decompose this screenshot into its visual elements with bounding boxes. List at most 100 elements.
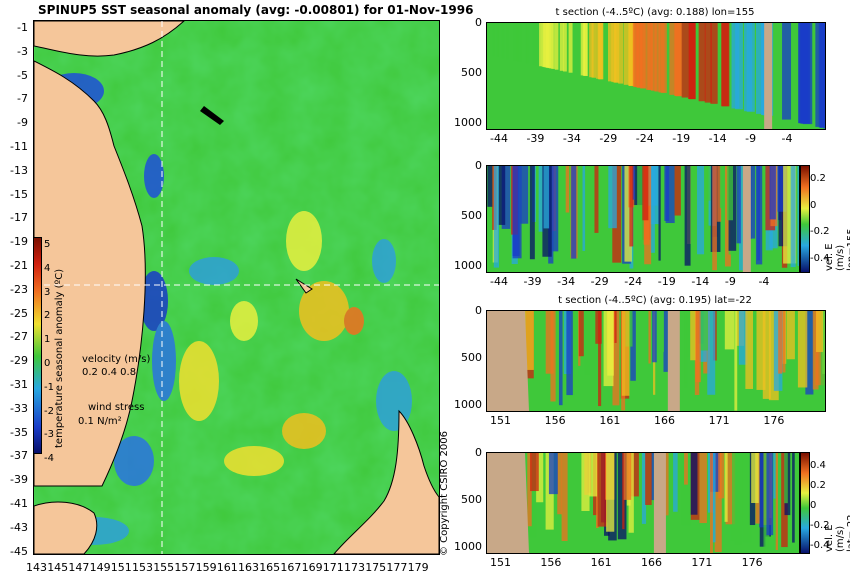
section-x-tick: -34 <box>557 275 576 288</box>
section-colorbar-tick: -0.4 <box>810 252 830 264</box>
section-value-cell <box>551 23 555 69</box>
section-value-cell <box>566 311 574 396</box>
lat-tick-label: -37 <box>10 449 28 463</box>
section-land-mask <box>487 311 529 411</box>
section-value-cell <box>816 311 824 353</box>
lon-tick-label: 177 <box>386 561 408 574</box>
section-value-cell <box>628 23 634 86</box>
section-value-cell <box>690 311 696 361</box>
section-value-cell <box>673 453 678 512</box>
lon-tick-label: 167 <box>280 561 302 574</box>
section-value-cell <box>704 23 712 103</box>
section-value-cell <box>512 166 522 259</box>
section-value-cell <box>568 23 573 73</box>
section-value-cell <box>645 453 652 505</box>
lat-tick-label: -7 <box>17 92 28 106</box>
section-y-tick: 1000 <box>454 258 482 272</box>
section-value-cell <box>712 166 717 271</box>
section-value-cell <box>493 166 500 268</box>
section-y-tick: 1000 <box>454 115 482 129</box>
section-value-cell <box>550 311 556 402</box>
section-value-cell <box>778 311 783 374</box>
section-value-cell <box>650 23 657 91</box>
lon-tick-label: 165 <box>259 561 281 574</box>
section-value-cell <box>658 23 665 93</box>
lat-tick-label: -39 <box>10 473 28 487</box>
section-value-cell <box>496 23 499 57</box>
section-value-cell <box>725 453 736 525</box>
section-value-cell <box>578 311 584 357</box>
section-x-tick: 161 <box>590 556 612 569</box>
section-value-cell <box>784 453 788 504</box>
section-value-cell <box>525 311 534 370</box>
section-value-cell <box>665 166 675 224</box>
section-value-cell <box>663 453 669 516</box>
section-y-tick: 500 <box>461 493 482 506</box>
section-x-tick: -4 <box>758 275 770 288</box>
tasmania-land <box>34 501 98 554</box>
lon-tick-label: 161 <box>216 561 238 574</box>
section-value-cell <box>614 23 620 83</box>
section-land-mask <box>653 453 666 553</box>
section-value-cell <box>545 23 549 68</box>
section-colorbar-tick: 0 <box>810 199 817 211</box>
section-value-cell <box>541 23 546 67</box>
section-value-cell <box>492 23 495 57</box>
section-canvas <box>487 453 795 553</box>
section-value-cell <box>652 311 657 363</box>
section-value-cell <box>763 453 770 549</box>
section-value-cell <box>707 311 716 395</box>
section-value-cell <box>745 311 754 389</box>
section-value-cell <box>543 166 550 229</box>
section-plot <box>486 165 800 273</box>
section-value-cell <box>721 23 729 107</box>
section-x-tick: -44 <box>490 132 508 145</box>
section-x-tick: -34 <box>562 132 581 145</box>
section-value-cell <box>527 453 532 527</box>
lon-tick-label: 151 <box>110 561 132 574</box>
section-value-cell <box>792 453 795 543</box>
section-value-cell <box>797 311 808 388</box>
lon-tick-label: 163 <box>238 561 259 574</box>
section-value-cell <box>695 311 701 383</box>
section-x-tick: -24 <box>624 275 643 288</box>
section-colorbar-tick: 0.4 <box>810 460 826 471</box>
lat-tick-label: -31 <box>10 378 28 391</box>
section-x-tick: -9 <box>724 275 736 288</box>
lat-tick-label: -21 <box>10 259 28 272</box>
lat-tick-label: -35 <box>10 425 28 439</box>
section-value-cell <box>637 166 644 247</box>
section-y-tick: 500 <box>461 65 482 79</box>
australia-land <box>34 60 146 487</box>
section-value-cell <box>535 23 539 66</box>
section-value-cell <box>632 166 636 200</box>
section-plot <box>486 310 826 412</box>
section-y-tick: 1000 <box>454 540 482 553</box>
section-value-cell <box>712 453 716 543</box>
section-value-cell <box>746 23 755 112</box>
sst-colorbar-tick: -3 <box>44 429 54 441</box>
sst-anomaly-map <box>33 20 440 555</box>
section-value-cell <box>681 23 689 98</box>
sst-colorbar-tick: 0 <box>44 358 51 369</box>
sst-colorbar-tick: 3 <box>44 286 51 298</box>
section-value-cell <box>797 166 799 266</box>
section-value-cell <box>775 453 778 551</box>
section-value-cell <box>501 23 505 59</box>
new-zealand-land <box>333 409 439 554</box>
section-value-cell <box>783 166 792 264</box>
section-value-cell <box>688 23 695 99</box>
section-value-cell <box>563 23 567 72</box>
section-value-cell <box>637 23 643 88</box>
section-title: t section (-4..5ºC) (avg: 0.188) lon=155 <box>555 7 755 18</box>
section-value-cell <box>690 453 698 515</box>
section-value-cell <box>594 166 599 233</box>
section-value-cell <box>606 453 615 532</box>
section-value-cell <box>526 23 530 64</box>
section-colorbar-tick: 0.2 <box>810 173 826 184</box>
new-caledonia-land <box>295 278 313 294</box>
section-title: t section (-4..5ºC) (avg: 0.195) lat=-22 <box>558 295 752 306</box>
section-value-cell <box>674 23 681 96</box>
section-value-cell <box>735 23 743 110</box>
lat-tick-label: -11 <box>10 140 28 153</box>
